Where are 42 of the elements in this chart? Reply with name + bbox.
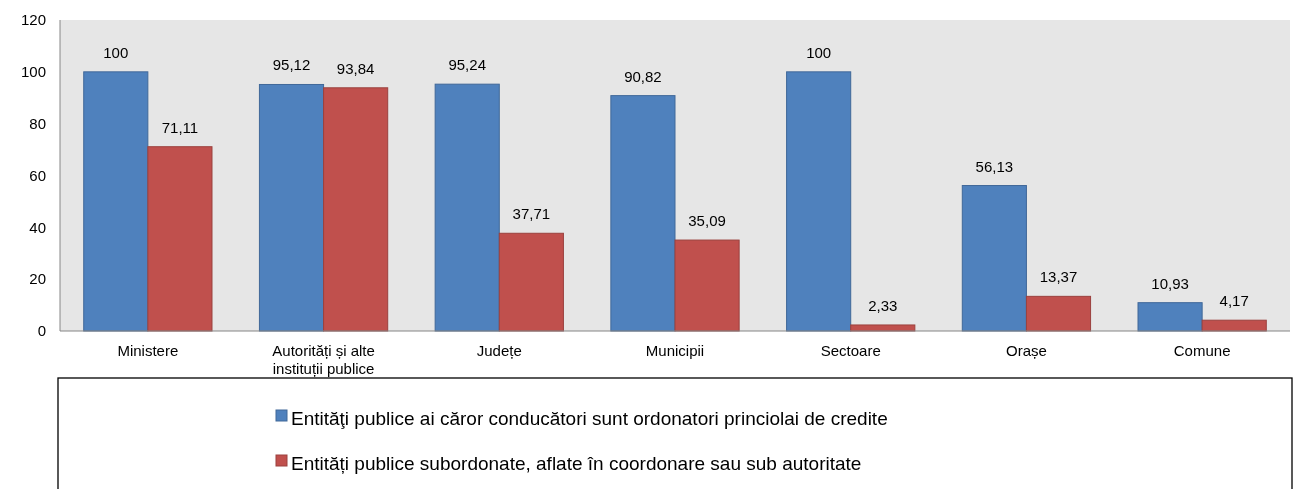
bar xyxy=(498,232,564,332)
y-tick-label: 100 xyxy=(20,63,46,81)
y-tick-label: 20 xyxy=(29,270,46,288)
bar xyxy=(1137,302,1203,332)
bar xyxy=(147,146,213,332)
data-label: 95,24 xyxy=(448,56,486,74)
y-tick-label: 60 xyxy=(29,166,46,184)
bar xyxy=(961,185,1027,332)
bar xyxy=(610,95,676,332)
bar xyxy=(323,87,389,332)
data-label: 10,93 xyxy=(1151,274,1189,292)
bar xyxy=(258,83,325,332)
data-label: 90,82 xyxy=(624,67,662,85)
legend-label: Entităţi publice ai căror conducători sunt ordonatori princiolai de credite xyxy=(291,407,888,429)
y-tick-label: 80 xyxy=(29,114,46,132)
x-tick-label: Sectoare xyxy=(820,342,881,359)
bar xyxy=(674,239,740,332)
x-tick-label: Ministere xyxy=(117,342,179,359)
data-label: 4,17 xyxy=(1219,292,1249,310)
y-tick-label: 120 xyxy=(20,11,46,29)
bar xyxy=(786,71,852,332)
y-tick-label: 40 xyxy=(29,218,46,236)
data-label: 93,84 xyxy=(336,59,375,77)
x-tick-label: Județe xyxy=(476,342,522,359)
data-label: 100 xyxy=(103,43,129,61)
data-label: 56,13 xyxy=(975,157,1014,175)
data-label: 100 xyxy=(806,43,832,61)
y-tick-label: 0 xyxy=(37,322,46,340)
data-label: 71,11 xyxy=(161,118,199,136)
data-label: 13,37 xyxy=(1039,268,1078,286)
legend-label: Entități publice subordonate, aflate în coordonare sau sub autoritate xyxy=(291,452,862,474)
data-label: 95,12 xyxy=(272,56,311,74)
data-label: 2,33 xyxy=(868,296,898,314)
x-tick-label: Autorități și alte instituții publice xyxy=(272,342,375,377)
data-label: 37,71 xyxy=(512,205,551,223)
data-label: 35,09 xyxy=(688,212,726,230)
bar xyxy=(83,71,149,332)
bar xyxy=(1025,295,1092,332)
x-tick-label: Comune xyxy=(1173,342,1231,359)
bar xyxy=(434,83,500,332)
x-tick-label: Municipii xyxy=(645,342,705,359)
x-tick-label: Orașe xyxy=(1006,342,1047,359)
